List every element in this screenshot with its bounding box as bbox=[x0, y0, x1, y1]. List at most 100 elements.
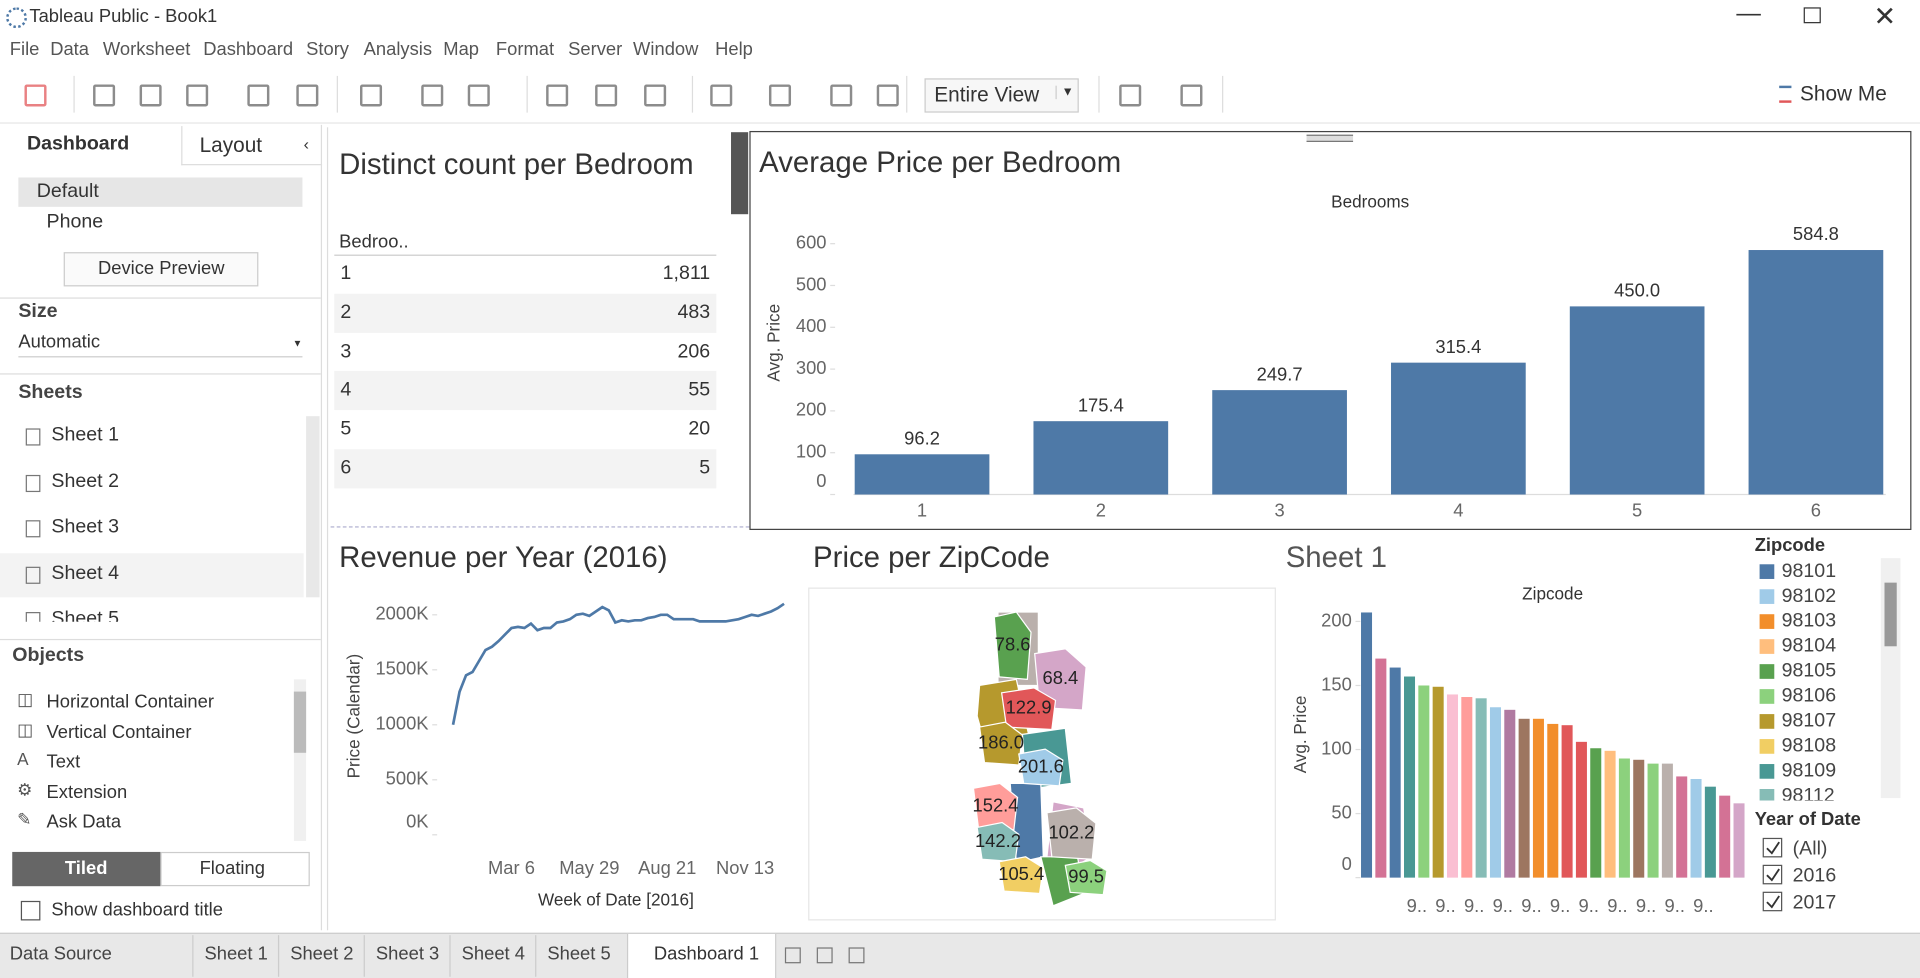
sheet-tab[interactable]: Sheet 1 bbox=[204, 943, 268, 965]
sheet-hover bbox=[0, 553, 304, 598]
sheet-item[interactable]: Sheet 4 bbox=[51, 562, 119, 584]
toolbar-icon[interactable] bbox=[467, 84, 490, 107]
menu-item[interactable]: Story bbox=[306, 39, 349, 60]
object-icon: A bbox=[17, 749, 29, 769]
sheet-item[interactable]: Sheet 1 bbox=[51, 424, 119, 446]
object-item[interactable]: Vertical Container bbox=[46, 721, 192, 743]
sheets-list: Sheet 1 Sheet 2 Sheet 3 Sheet 4 Sheet 5 bbox=[0, 414, 304, 622]
sheet-tab[interactable]: Sheet 5 bbox=[547, 943, 611, 965]
tab-divider bbox=[535, 935, 537, 977]
menu-item[interactable]: Data bbox=[50, 39, 90, 60]
table-row-band bbox=[334, 293, 717, 333]
new-tab-icon[interactable] bbox=[816, 947, 833, 964]
toolbar-icon[interactable] bbox=[186, 84, 209, 107]
map-frame bbox=[808, 587, 1276, 921]
toolbar-icon[interactable] bbox=[93, 84, 116, 107]
toolbar-icon[interactable] bbox=[1119, 84, 1142, 107]
floating-button[interactable] bbox=[160, 851, 310, 887]
object-item[interactable]: Text bbox=[46, 751, 81, 773]
object-item[interactable]: Ask Data bbox=[46, 811, 122, 833]
toolbar-separator bbox=[1222, 75, 1224, 113]
sheet-item[interactable]: Sheet 2 bbox=[51, 470, 119, 492]
toolbar-icon[interactable] bbox=[546, 84, 569, 107]
menu-item[interactable]: Window bbox=[633, 39, 699, 60]
toolbar-icon[interactable] bbox=[247, 84, 270, 107]
sheet-icon bbox=[25, 566, 41, 584]
device-default[interactable]: Default bbox=[36, 181, 99, 202]
table-header: Bedroo.. bbox=[339, 231, 409, 253]
toolbar-icon[interactable] bbox=[1180, 84, 1203, 107]
toolbar-icon[interactable] bbox=[876, 84, 899, 107]
selected-frame bbox=[749, 130, 1912, 531]
toolbar-icon[interactable] bbox=[421, 84, 444, 107]
toolbar-separator bbox=[73, 75, 75, 113]
object-item[interactable]: Horizontal Container bbox=[46, 691, 214, 713]
size-dropdown-line bbox=[18, 356, 303, 358]
tab-divider bbox=[192, 935, 194, 977]
new-tab-icon[interactable] bbox=[848, 947, 865, 964]
fit-dropdown[interactable] bbox=[924, 78, 1079, 113]
sheet-item[interactable]: Sheet 3 bbox=[51, 516, 119, 538]
dashboard-tab[interactable]: Dashboard 1 bbox=[653, 943, 760, 965]
collapse-button[interactable]: ‹ bbox=[303, 134, 309, 154]
tab-bar bbox=[0, 932, 1920, 978]
restore-button[interactable] bbox=[1803, 7, 1821, 24]
toolbar-separator bbox=[1098, 75, 1100, 113]
device-phone[interactable]: Phone bbox=[46, 211, 104, 233]
minimize-button[interactable]: — bbox=[1736, 0, 1761, 27]
table-header-line bbox=[334, 254, 717, 256]
sheet-tab[interactable]: Sheet 2 bbox=[290, 943, 354, 965]
toolbar-icon[interactable] bbox=[595, 84, 618, 107]
container-toolbar bbox=[731, 132, 749, 215]
toolbar-icon[interactable] bbox=[296, 84, 319, 107]
toolbar-icon[interactable] bbox=[644, 84, 667, 107]
device-selected bbox=[18, 177, 303, 207]
toolbar-icon[interactable] bbox=[710, 84, 733, 107]
new-tab-icon[interactable] bbox=[784, 947, 801, 964]
menu-item[interactable]: Analysis bbox=[363, 39, 433, 60]
show-title-checkbox[interactable] bbox=[20, 900, 41, 921]
menu-item[interactable]: Help bbox=[715, 39, 753, 60]
layout-tab[interactable]: Layout bbox=[199, 133, 263, 157]
tab-divider bbox=[363, 935, 365, 977]
object-item[interactable]: Extension bbox=[46, 781, 128, 803]
menu-item[interactable]: Dashboard bbox=[203, 39, 294, 60]
table-cell: 206 bbox=[677, 341, 711, 362]
sheet-icon bbox=[25, 520, 41, 538]
show-me-button[interactable]: Show Me bbox=[1800, 82, 1887, 106]
menu-item[interactable]: File bbox=[9, 39, 40, 60]
drag-handle[interactable] bbox=[1306, 134, 1354, 142]
data-source-tab[interactable]: Data Source bbox=[9, 943, 112, 965]
object-icon: ◫ bbox=[17, 689, 34, 709]
floating-label: Floating bbox=[199, 858, 265, 879]
dashboard-tab[interactable]: Dashboard bbox=[26, 133, 130, 155]
menu-item[interactable]: Worksheet bbox=[102, 39, 191, 60]
size-dropdown[interactable]: Automatic bbox=[18, 331, 101, 353]
menu-item[interactable]: Format bbox=[495, 39, 555, 60]
objects-scrollbar bbox=[293, 679, 307, 841]
table-cell: 6 bbox=[340, 457, 352, 479]
sheet-item[interactable]: Sheet 5 bbox=[51, 608, 119, 622]
toolbar-icon[interactable] bbox=[360, 84, 383, 107]
menu-item[interactable]: Map bbox=[443, 39, 480, 60]
sheet-frame-border bbox=[330, 526, 750, 528]
tiled-button[interactable] bbox=[12, 851, 161, 887]
object-icon: ✎ bbox=[17, 809, 32, 829]
sheet-icon bbox=[25, 428, 41, 446]
close-button[interactable]: ✕ bbox=[1873, 1, 1897, 32]
device-preview-button[interactable] bbox=[63, 252, 259, 287]
table-cell: 55 bbox=[688, 379, 711, 401]
toolbar-icon[interactable] bbox=[24, 84, 47, 107]
toolbar-icon[interactable] bbox=[830, 84, 853, 107]
dashboard-tab-bg bbox=[626, 933, 777, 978]
toolbar-icon[interactable] bbox=[139, 84, 162, 107]
separator bbox=[0, 638, 321, 641]
fit-dropdown-label: Entire View bbox=[934, 83, 1040, 107]
sheet-tab[interactable]: Sheet 3 bbox=[375, 943, 440, 965]
menu-item[interactable]: Server bbox=[568, 39, 623, 60]
toolbar-separator bbox=[336, 75, 338, 113]
table-cell: 2 bbox=[340, 302, 352, 323]
sheet-tab[interactable]: Sheet 4 bbox=[461, 943, 525, 965]
toolbar-icon[interactable] bbox=[768, 84, 792, 107]
device-preview-label: Device Preview bbox=[97, 258, 225, 280]
